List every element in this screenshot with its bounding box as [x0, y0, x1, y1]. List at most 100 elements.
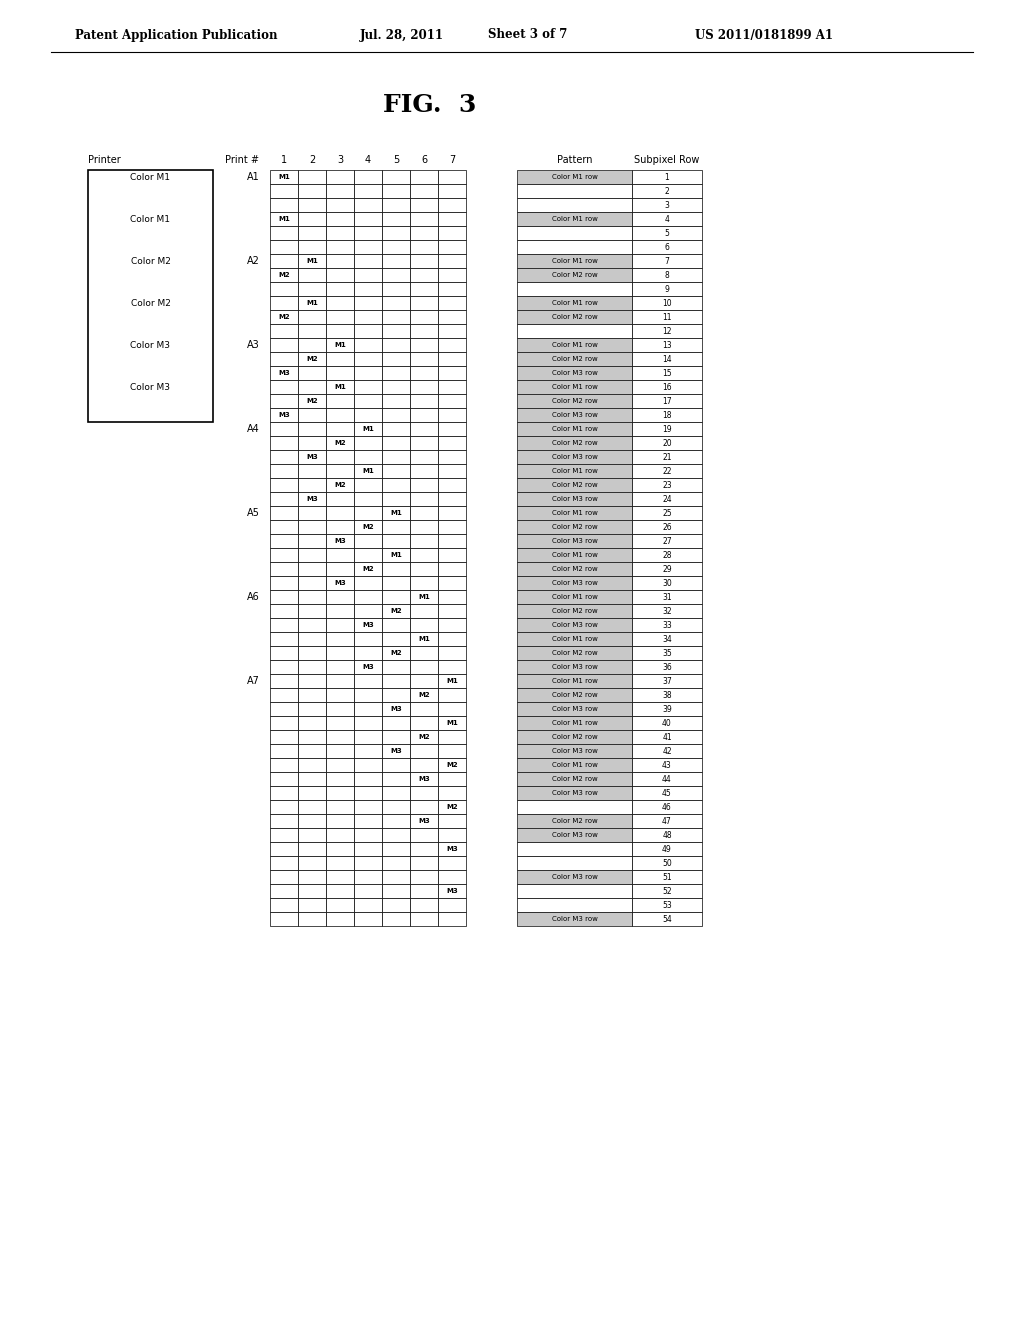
Bar [382, 562, 410, 576]
Bar [438, 744, 466, 758]
Bar [382, 590, 410, 605]
Bar [410, 618, 438, 632]
Text: M3: M3 [418, 776, 430, 781]
Bar [298, 912, 326, 927]
Bar [438, 730, 466, 744]
Bar [354, 352, 382, 366]
Text: M1: M1 [306, 257, 317, 264]
Bar [632, 730, 702, 744]
Bar [517, 675, 632, 688]
Text: 7: 7 [449, 154, 455, 165]
Bar [410, 422, 438, 436]
Bar [410, 870, 438, 884]
Bar [270, 842, 298, 855]
Text: Color M2 row: Color M2 row [552, 272, 597, 279]
Text: 10: 10 [663, 298, 672, 308]
Bar [517, 170, 632, 183]
Bar [632, 800, 702, 814]
Text: 2: 2 [309, 154, 315, 165]
Bar [517, 577, 632, 590]
Text: 38: 38 [663, 690, 672, 700]
Bar [632, 352, 702, 366]
Bar [632, 785, 702, 800]
Text: M1: M1 [418, 636, 430, 642]
Bar [270, 590, 298, 605]
Text: 27: 27 [663, 536, 672, 545]
Bar [354, 366, 382, 380]
Bar [298, 296, 326, 310]
Text: Color M1 row: Color M1 row [552, 719, 597, 726]
Bar [354, 492, 382, 506]
Bar [326, 408, 354, 422]
Bar [517, 450, 632, 463]
Bar [382, 323, 410, 338]
Bar [354, 744, 382, 758]
Text: M1: M1 [279, 174, 290, 180]
Text: 17: 17 [663, 396, 672, 405]
Text: M3: M3 [279, 412, 290, 418]
Bar [632, 366, 702, 380]
Text: M2: M2 [446, 804, 458, 810]
Text: 47: 47 [663, 817, 672, 825]
Bar [410, 506, 438, 520]
Bar [298, 884, 326, 898]
Bar [517, 785, 632, 800]
Bar [517, 268, 632, 282]
Bar [410, 785, 438, 800]
Text: M2: M2 [446, 762, 458, 768]
Text: Color M1 row: Color M1 row [552, 552, 597, 558]
Text: 30: 30 [663, 578, 672, 587]
Bar [298, 730, 326, 744]
Text: A3: A3 [247, 341, 260, 350]
Bar [632, 465, 702, 478]
Bar [326, 772, 354, 785]
Bar [270, 772, 298, 785]
Bar [410, 590, 438, 605]
Bar [517, 408, 632, 421]
Text: Color M3 row: Color M3 row [552, 579, 597, 586]
Bar [326, 675, 354, 688]
Text: M3: M3 [334, 539, 346, 544]
Bar [632, 702, 702, 715]
Text: Sheet 3 of 7: Sheet 3 of 7 [488, 29, 567, 41]
Text: 43: 43 [663, 760, 672, 770]
Bar [270, 702, 298, 715]
Bar [410, 702, 438, 715]
Bar [632, 282, 702, 296]
Bar [382, 702, 410, 715]
Bar [517, 605, 632, 618]
Bar [326, 422, 354, 436]
Bar [382, 535, 410, 548]
Text: 4: 4 [665, 214, 670, 223]
Bar [326, 478, 354, 492]
Text: Color M2 row: Color M2 row [552, 314, 597, 319]
Bar [410, 660, 438, 675]
Bar [298, 422, 326, 436]
Text: 44: 44 [663, 775, 672, 784]
Bar [517, 380, 632, 393]
Bar [270, 253, 298, 268]
Text: Printer: Printer [88, 154, 121, 165]
Bar [298, 898, 326, 912]
Bar [382, 828, 410, 842]
Bar [632, 842, 702, 855]
Bar [326, 436, 354, 450]
Bar [354, 465, 382, 478]
Bar [326, 240, 354, 253]
Text: M2: M2 [362, 524, 374, 531]
Text: M1: M1 [362, 426, 374, 432]
Bar [438, 645, 466, 660]
Bar [632, 814, 702, 828]
Bar [298, 380, 326, 393]
Bar [326, 198, 354, 213]
Bar [354, 870, 382, 884]
Bar [270, 814, 298, 828]
Bar [298, 590, 326, 605]
Text: 51: 51 [663, 873, 672, 882]
Bar [270, 758, 298, 772]
Bar [517, 660, 632, 673]
Bar [517, 436, 632, 450]
Bar [517, 535, 632, 548]
Bar [326, 213, 354, 226]
Bar [382, 842, 410, 855]
